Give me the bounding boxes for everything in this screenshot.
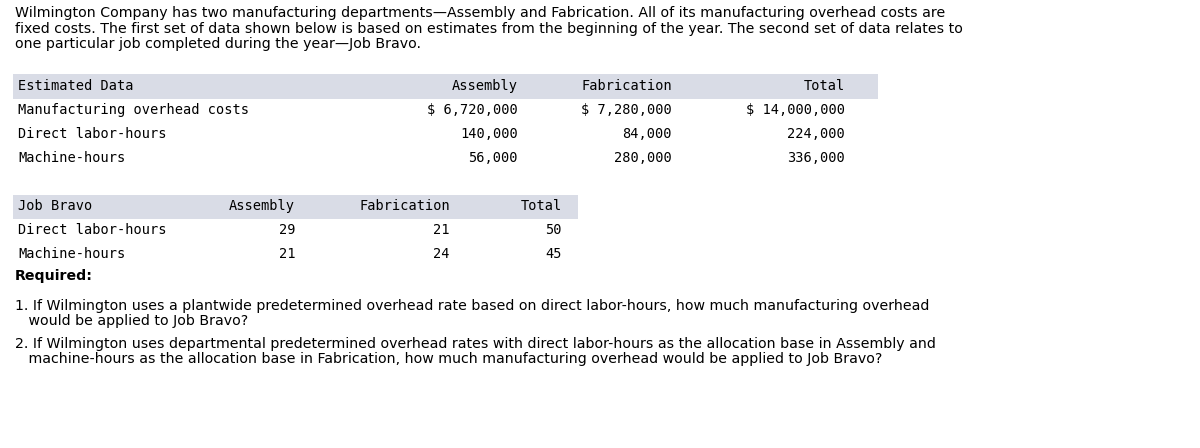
Text: 56,000: 56,000: [468, 151, 518, 164]
Text: 29: 29: [278, 223, 295, 237]
Text: Fabrication: Fabrication: [359, 198, 450, 212]
Text: 50: 50: [546, 223, 562, 237]
Text: 1. If Wilmington uses a plantwide predetermined overhead rate based on direct la: 1. If Wilmington uses a plantwide predet…: [14, 298, 929, 313]
Text: Fabrication: Fabrication: [581, 78, 672, 92]
Text: $ 6,720,000: $ 6,720,000: [427, 103, 518, 116]
Text: Wilmington Company has two manufacturing departments—Assembly and Fabrication. A: Wilmington Company has two manufacturing…: [14, 6, 946, 20]
Text: Direct labor-hours: Direct labor-hours: [18, 126, 167, 141]
Text: 21: 21: [278, 246, 295, 260]
Text: would be applied to Job Bravo?: would be applied to Job Bravo?: [14, 314, 248, 327]
Text: Job Bravo: Job Bravo: [18, 198, 92, 212]
Text: Total: Total: [804, 78, 845, 92]
Text: Assembly: Assembly: [229, 198, 295, 212]
Text: 45: 45: [546, 246, 562, 260]
Text: $ 14,000,000: $ 14,000,000: [746, 103, 845, 116]
Text: 24: 24: [433, 246, 450, 260]
Text: 336,000: 336,000: [787, 151, 845, 164]
Text: Total: Total: [521, 198, 562, 212]
Text: one particular job completed during the year—Job Bravo.: one particular job completed during the …: [14, 37, 421, 51]
Text: 280,000: 280,000: [614, 151, 672, 164]
Text: Assembly: Assembly: [452, 78, 518, 92]
Text: Direct labor-hours: Direct labor-hours: [18, 223, 167, 237]
Text: 224,000: 224,000: [787, 126, 845, 141]
Text: $ 7,280,000: $ 7,280,000: [581, 103, 672, 116]
Text: Manufacturing overhead costs: Manufacturing overhead costs: [18, 103, 250, 116]
Text: fixed costs. The first set of data shown below is based on estimates from the be: fixed costs. The first set of data shown…: [14, 22, 962, 35]
Bar: [13, 194, 578, 219]
Text: 2. If Wilmington uses departmental predetermined overhead rates with direct labo: 2. If Wilmington uses departmental prede…: [14, 336, 936, 350]
Text: Required:: Required:: [14, 268, 94, 283]
Text: machine-hours as the allocation base in Fabrication, how much manufacturing over: machine-hours as the allocation base in …: [14, 352, 882, 366]
Text: Machine-hours: Machine-hours: [18, 246, 125, 260]
Text: 21: 21: [433, 223, 450, 237]
Text: 84,000: 84,000: [623, 126, 672, 141]
Bar: [13, 74, 878, 99]
Text: Estimated Data: Estimated Data: [18, 78, 133, 92]
Text: Machine-hours: Machine-hours: [18, 151, 125, 164]
Text: 140,000: 140,000: [461, 126, 518, 141]
